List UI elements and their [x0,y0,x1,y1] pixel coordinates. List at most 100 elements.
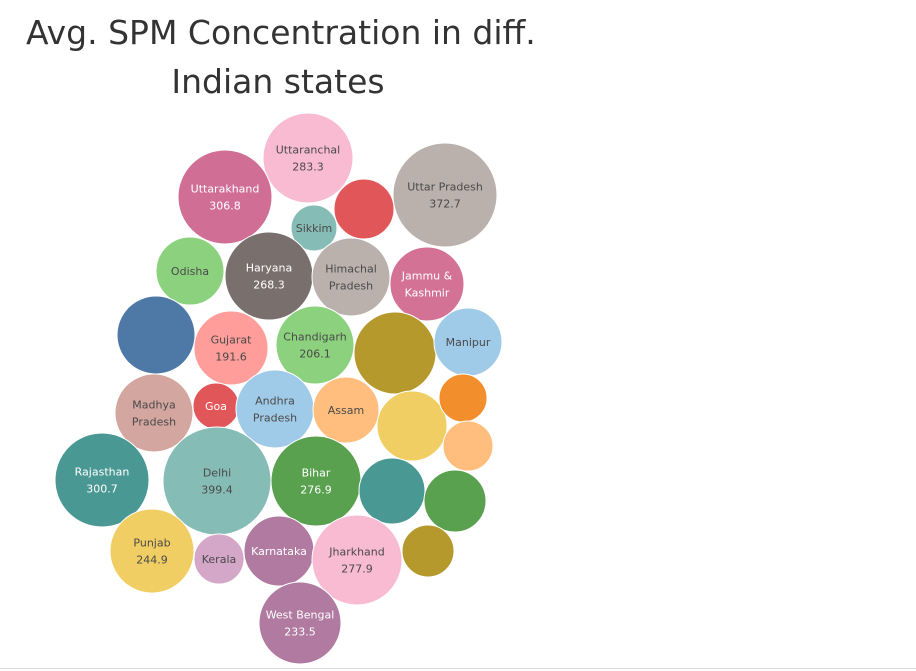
chart-title-line-1: Avg. SPM Concentration in diff. [26,13,536,52]
bubble-value-label: 399.4 [201,484,233,497]
bubble-punjab[interactable]: Punjab 244.9 [109,508,195,594]
chart-title: Avg. SPM Concentration in diff. Indian s… [18,8,538,106]
bubble-circle[interactable] [54,432,150,528]
bubble-circle[interactable] [270,435,362,527]
bubble-unlabeled-25[interactable] [423,469,487,533]
bubble-state-label: Jharkhand [328,546,385,559]
bubble-value-label: 300.7 [86,483,118,496]
bubble-circle[interactable] [423,469,487,533]
bubble-karnataka[interactable]: Karnataka [243,515,315,587]
bubble-circle[interactable] [193,533,245,585]
bubble-jammu-kashmir[interactable]: Jammu & Kashmir [389,246,465,322]
bubble-unlabeled-3[interactable] [333,178,395,240]
bubble-value-label: 306.8 [209,200,241,213]
bubble-west-bengal[interactable]: West Bengal 233.5 [258,581,342,665]
bubble-circle[interactable] [155,236,225,306]
bubble-circle[interactable] [311,514,403,606]
bubble-state-label: Pradesh [329,280,373,293]
bubble-state-label: Odisha [171,265,209,278]
bubble-assam[interactable]: Assam [312,376,380,444]
bubble-unlabeled-18[interactable] [376,390,448,462]
bubble-unlabeled-24[interactable] [358,457,426,525]
bubble-circle[interactable] [193,310,269,386]
bubble-circle[interactable] [114,373,194,453]
bubble-value-label: 244.9 [136,554,168,567]
bubble-state-label: Bihar [302,467,331,480]
bubble-circle[interactable] [358,457,426,525]
bubble-state-label: Uttaranchal [276,144,340,157]
bubble-uttarakhand[interactable]: Uttarakhand 306.8 [177,149,273,245]
bubble-circle[interactable] [290,204,338,252]
bubble-sikkim[interactable]: Sikkim [290,204,338,252]
bubble-chandigarh[interactable]: Chandigarh 206.1 [275,305,355,385]
bubble-unlabeled-9[interactable] [116,295,196,375]
bubble-madhya-pradesh[interactable]: Madhya Pradesh [114,373,194,453]
bubble-state-label: Andhra [255,395,295,408]
bubble-circle[interactable] [224,231,314,321]
bubble-state-label: Manipur [446,336,491,349]
bubble-goa[interactable]: Goa [192,382,240,430]
bubble-odisha[interactable]: Odisha [155,236,225,306]
bubble-state-label: Kashmir [405,287,450,300]
bubble-circle[interactable] [116,295,196,375]
bubble-state-label: Haryana [246,262,293,275]
bubble-uttaranchal[interactable]: Uttaranchal 283.3 [262,112,354,204]
bubble-circle[interactable] [275,305,355,385]
bubble-circle[interactable] [177,149,273,245]
bubble-state-label: Delhi [203,467,231,480]
bubble-unlabeled-30[interactable] [401,524,455,578]
bubble-circle[interactable] [312,376,380,444]
bubble-rajasthan[interactable]: Rajasthan 300.7 [54,432,150,528]
bubble-state-label: Uttarakhand [191,183,260,196]
bubble-circle[interactable] [109,508,195,594]
bubble-circle[interactable] [442,420,494,472]
bubble-circle[interactable] [389,246,465,322]
bubble-value-label: 276.9 [300,484,332,497]
bubble-state-label: Jammu & [401,270,453,283]
bubble-state-label: Goa [205,400,227,413]
bubble-state-label: Uttar Pradesh [407,181,483,194]
bubble-circle[interactable] [262,112,354,204]
bottom-divider [0,668,916,669]
bubble-circle[interactable] [258,581,342,665]
bubble-unlabeled-12[interactable] [353,311,437,395]
bubble-state-label: Rajasthan [75,466,130,479]
bubble-value-label: 283.3 [292,161,324,174]
bubble-kerala[interactable]: Kerala [193,533,245,585]
bubble-state-label: Pradesh [132,416,176,429]
bubble-value-label: 268.3 [253,279,285,292]
bubble-himachal-pradesh[interactable]: Himachal Pradesh [311,237,391,317]
bubble-unlabeled-19[interactable] [438,373,488,423]
bubble-value-label: 372.7 [429,198,461,211]
bubble-circle[interactable] [401,524,455,578]
bubble-uttar-pradesh[interactable]: Uttar Pradesh 372.7 [392,142,498,248]
bubble-state-label: West Bengal [266,609,335,622]
bubble-gujarat[interactable]: Gujarat 191.6 [193,310,269,386]
bubble-state-label: Kerala [202,553,237,566]
bubble-circle[interactable] [438,373,488,423]
bubble-bihar[interactable]: Bihar 276.9 [270,435,362,527]
bubble-circle[interactable] [376,390,448,462]
bubble-state-label: Madhya [132,399,175,412]
bubble-value-label: 206.1 [299,348,331,361]
bubble-value-label: 191.6 [215,351,247,364]
bubble-circle[interactable] [353,311,437,395]
bubble-value-label: 277.9 [341,563,373,576]
bubble-value-label: 233.5 [284,626,316,639]
bubble-circle[interactable] [392,142,498,248]
bubble-unlabeled-20[interactable] [442,420,494,472]
bubble-delhi[interactable]: Delhi 399.4 [162,426,272,536]
bubble-haryana[interactable]: Haryana 268.3 [224,231,314,321]
bubble-state-label: Punjab [133,537,170,550]
bubble-circle[interactable] [333,178,395,240]
bubble-state-label: Himachal [325,263,377,276]
bubble-manipur[interactable]: Manipur [433,307,503,377]
bubble-state-label: Chandigarh [283,331,346,344]
bubble-state-label: Sikkim [296,222,333,235]
bubble-state-label: Karnataka [251,545,307,558]
bubble-jharkhand[interactable]: Jharkhand 277.9 [311,514,403,606]
bubble-state-label: Pradesh [253,412,297,425]
bubble-circle[interactable] [311,237,391,317]
bubble-state-label: Assam [328,404,364,417]
